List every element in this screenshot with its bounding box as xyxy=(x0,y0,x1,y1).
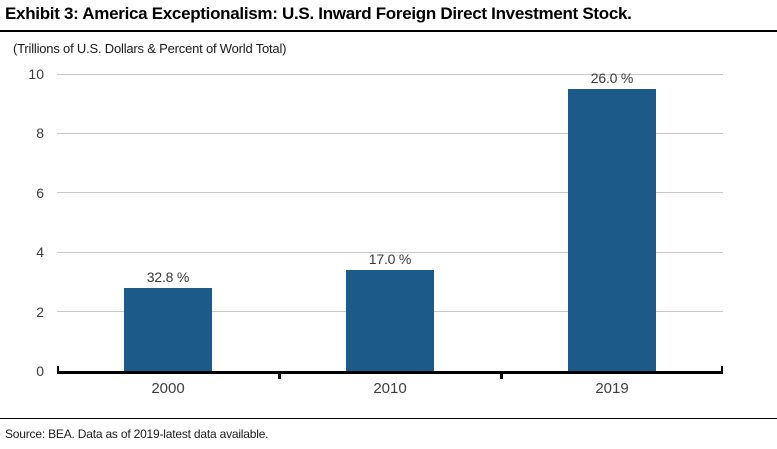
x-axis xyxy=(57,371,723,374)
y-tick-label: 6 xyxy=(36,184,44,201)
x-tick-label: 2010 xyxy=(373,380,407,397)
y-tick-label: 4 xyxy=(36,244,44,261)
exhibit-title: Exhibit 3: America Exceptionalism: U.S. … xyxy=(5,4,632,23)
y-tick-label: 10 xyxy=(28,66,44,82)
footer-divider xyxy=(0,418,777,419)
x-tick-label: 2019 xyxy=(595,380,629,397)
gridline xyxy=(57,132,723,134)
y-tick-label: 8 xyxy=(36,125,44,142)
bar-chart: 0 2 4 6 8 10 32.8 % 2000 17.0 % 2010 26.0 % 2019 xyxy=(28,66,723,397)
axis-boundary-tick xyxy=(277,374,281,379)
x-tick-label: 2000 xyxy=(151,380,185,397)
bar-2000 xyxy=(124,287,212,371)
y-tick-label: 2 xyxy=(36,303,44,320)
axis-end-tick xyxy=(721,366,723,371)
source-note: Source: BEA. Data as of 2019-latest data… xyxy=(5,427,269,441)
gridline xyxy=(57,192,723,194)
bar-value-label: 26.0 % xyxy=(590,69,634,86)
axis-boundary-tick xyxy=(499,374,503,379)
bar-value-label: 17.0 % xyxy=(368,251,412,268)
bar-value-label: 32.8 % xyxy=(146,268,190,285)
gridline xyxy=(57,73,723,75)
gridline xyxy=(57,251,723,253)
axis-end-tick xyxy=(57,366,59,371)
bar-2019 xyxy=(568,88,656,371)
title-divider xyxy=(0,30,777,32)
y-tick-label: 0 xyxy=(36,363,44,379)
chart-subtitle: (Trillions of U.S. Dollars & Percent of … xyxy=(13,41,287,56)
bar-2010 xyxy=(346,270,434,371)
